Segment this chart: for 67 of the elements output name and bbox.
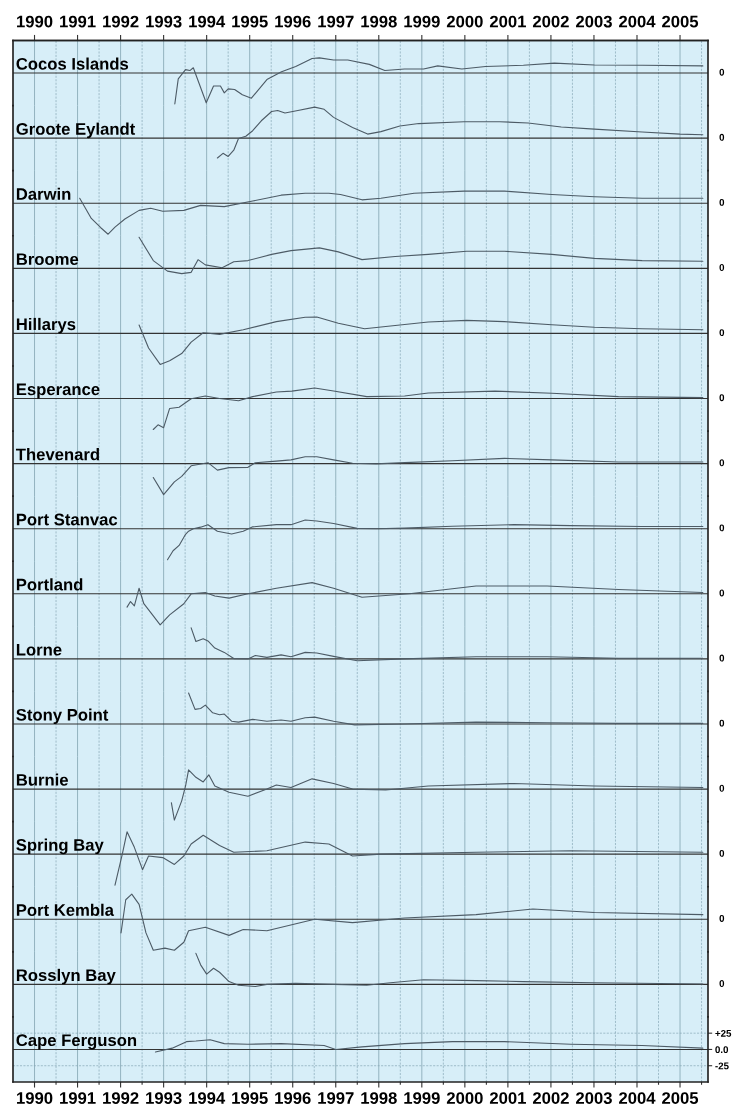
x2-tick-label: 1996 [275,15,311,28]
text: 0 [719,133,725,141]
text: 0 [719,264,725,271]
x2-tick-label: 2003 [576,15,612,28]
x-tick-label: 1994 [189,1092,226,1104]
x2-tick-label: 1993 [146,15,182,28]
x2-tick-label: 1999 [404,15,440,28]
chart-title: Cocos Islands [16,57,129,70]
x-tick-label: 1998 [361,1092,397,1104]
text: 0 [719,914,725,922]
x-tick-label: 2000 [446,1092,483,1104]
chart-title: Burnie [16,773,68,786]
chart-title: Darwin [16,187,71,200]
x-tick-label: 1991 [60,1092,96,1104]
chart-title: Port Kembla [16,903,115,916]
text: 0 [719,654,725,662]
text: 0 [719,459,725,467]
x-tick-label: 1990 [17,1092,53,1104]
chart-title: Port Stanvac [16,513,118,526]
x-tick-label: 1997 [318,1092,354,1104]
x-tick-label: 2005 [662,1092,699,1104]
x2-tick-label: 2000 [446,15,483,28]
text: 0 [719,589,725,597]
y-tick-label: +25 [715,1029,732,1037]
text: Stony Point [16,708,109,724]
x-tick-label: 1999 [404,1092,440,1104]
text: 0 [719,524,725,532]
text: Groote Eylandt [16,122,136,139]
text: 0 [719,719,725,727]
y-tick-label: -25 [715,1062,729,1070]
x-tick-label: 2004 [619,1092,656,1104]
text: 0 [719,394,725,402]
x2-tick-label: 2005 [662,15,699,28]
chart-title: Hillarys [16,317,76,334]
x2-tick-label: 1991 [60,15,96,28]
text: 0 [719,68,725,76]
x2-tick-label: 2002 [532,15,569,28]
x2-tick-label: 1990 [17,15,53,28]
x2-tick-label: 2001 [489,15,526,28]
x-tick-label: 2002 [532,1092,569,1104]
text: 0 [719,784,725,792]
y-tick-label: 0.0 [715,1046,729,1054]
text: 0 [719,980,725,987]
text: Cape Ferguson [16,1034,137,1050]
x-tick-label: 1996 [275,1092,311,1104]
text: 0 [719,849,725,857]
line-series [154,1039,704,1053]
x-tick-label: 1995 [232,1092,268,1104]
text: 0 [719,198,725,206]
x2-tick-label: 1994 [189,15,226,28]
x2-tick-label: 1998 [361,15,397,28]
chart-title: Esperance [16,383,100,399]
x-tick-label: 2001 [489,1092,526,1104]
x2-tick-label: 2004 [619,15,656,28]
x2-tick-label: 1995 [232,15,268,28]
text: Rosslyn Bay [16,968,116,985]
text: Broome [16,253,79,266]
x2-tick-label: 1992 [103,15,139,28]
chart-title: Thevenard [15,448,99,461]
text: 0 [719,329,725,337]
x-tick-label: 1992 [103,1092,139,1104]
text: Lorne [16,643,62,656]
x-tick-label: 1993 [146,1092,182,1104]
x2-tick-label: 1997 [318,15,354,28]
chart-title: Portland [16,578,83,591]
chart-title: Spring Bay [16,838,104,855]
x-tick-label: 2003 [576,1092,612,1104]
